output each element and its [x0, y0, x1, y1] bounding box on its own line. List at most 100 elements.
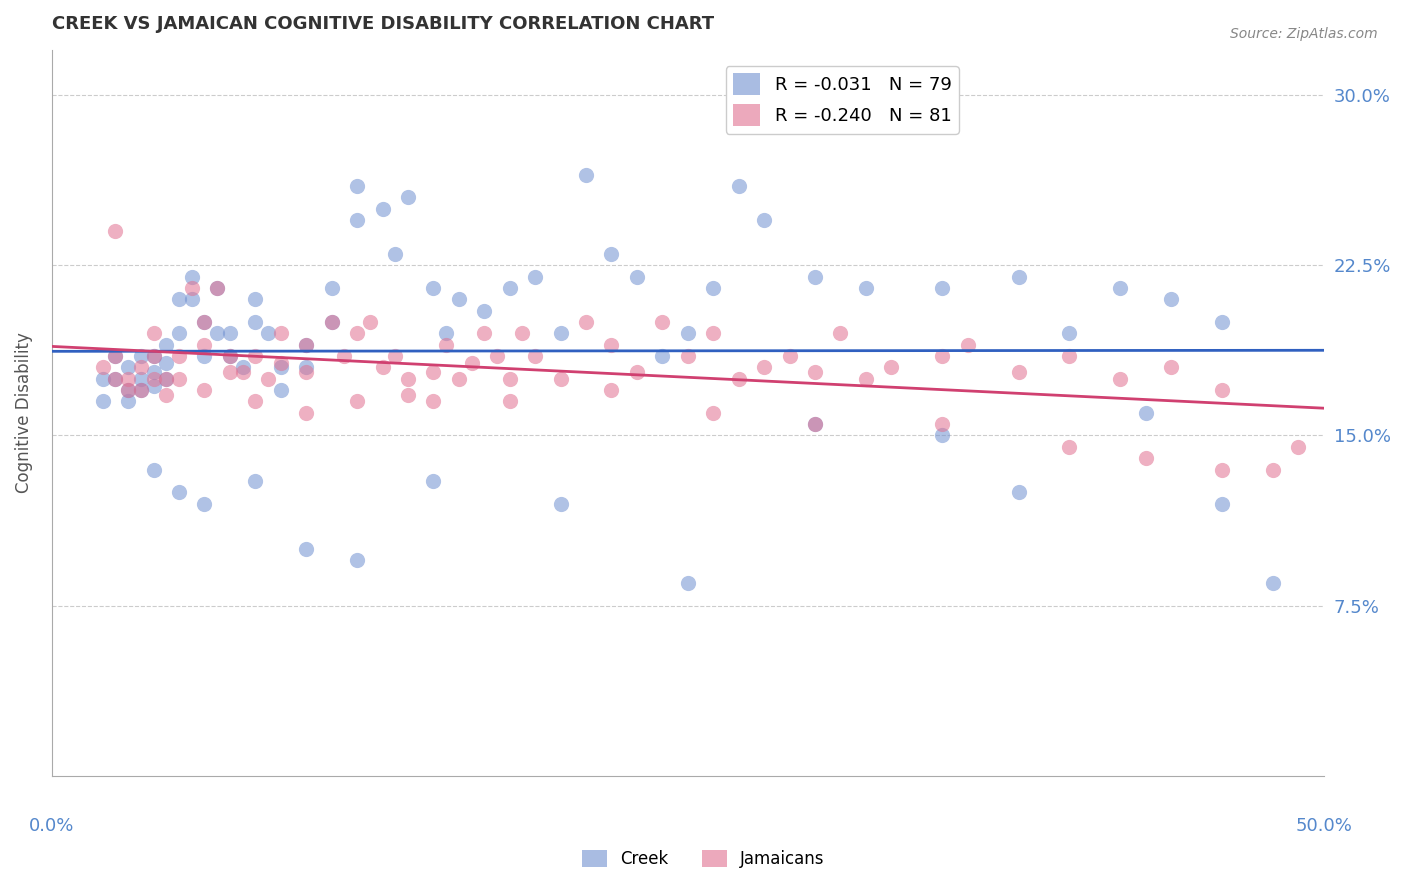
Point [193, 337, 215, 351]
Point [245, 315, 267, 329]
Point [295, 337, 318, 351]
Point [804, 269, 827, 284]
Point [104, 372, 127, 386]
Point [91, 394, 114, 409]
Point [626, 269, 648, 284]
Point [142, 326, 165, 341]
Point [155, 337, 177, 351]
Point [1059, 349, 1081, 363]
Point [422, 281, 444, 295]
Point [167, 293, 190, 307]
Point [167, 349, 190, 363]
Point [346, 178, 368, 193]
Point [422, 474, 444, 488]
Point [956, 337, 979, 351]
Point [1261, 462, 1284, 476]
Point [193, 315, 215, 329]
Point [396, 372, 419, 386]
Point [117, 394, 139, 409]
Point [104, 372, 127, 386]
Point [180, 293, 202, 307]
Point [1211, 462, 1233, 476]
Point [1109, 372, 1132, 386]
Point [626, 365, 648, 379]
Point [295, 365, 318, 379]
Point [205, 326, 228, 341]
Point [167, 372, 190, 386]
Point [600, 337, 623, 351]
Point [524, 269, 547, 284]
Point [257, 372, 280, 386]
Point [117, 360, 139, 375]
Point [1135, 451, 1157, 466]
Point [931, 281, 953, 295]
Point [447, 372, 470, 386]
Point [117, 383, 139, 397]
Point [257, 326, 280, 341]
Point [804, 417, 827, 431]
Point [702, 281, 724, 295]
Point [205, 281, 228, 295]
Point [931, 417, 953, 431]
Point [129, 349, 152, 363]
Point [472, 303, 495, 318]
Point [245, 349, 267, 363]
Point [1211, 497, 1233, 511]
Point [295, 337, 318, 351]
Point [931, 349, 953, 363]
Point [804, 417, 827, 431]
Point [1007, 269, 1029, 284]
Point [321, 281, 343, 295]
Point [499, 372, 522, 386]
Point [855, 281, 877, 295]
Point [396, 387, 419, 401]
Point [499, 394, 522, 409]
Point [167, 326, 190, 341]
Point [155, 372, 177, 386]
Point [346, 394, 368, 409]
Text: CREEK VS JAMAICAN COGNITIVE DISABILITY CORRELATION CHART: CREEK VS JAMAICAN COGNITIVE DISABILITY C… [52, 15, 714, 33]
Point [142, 372, 165, 386]
Point [142, 462, 165, 476]
Point [830, 326, 852, 341]
Point [512, 326, 534, 341]
Point [676, 326, 699, 341]
Point [422, 365, 444, 379]
Point [218, 349, 240, 363]
Point [245, 394, 267, 409]
Point [550, 326, 572, 341]
Point [779, 349, 801, 363]
Point [855, 372, 877, 386]
Point [371, 360, 394, 375]
Point [384, 247, 406, 261]
Point [245, 474, 267, 488]
Point [1288, 440, 1310, 454]
Point [104, 349, 127, 363]
Point [485, 349, 508, 363]
Point [752, 213, 775, 227]
Point [193, 349, 215, 363]
Point [129, 383, 152, 397]
Point [1211, 315, 1233, 329]
Point [384, 349, 406, 363]
Point [142, 365, 165, 379]
Point [346, 213, 368, 227]
Point [1135, 406, 1157, 420]
Point [651, 349, 673, 363]
Point [931, 428, 953, 442]
Point [104, 349, 127, 363]
Point [142, 349, 165, 363]
Point [1160, 360, 1182, 375]
Point [321, 315, 343, 329]
Point [232, 360, 254, 375]
Point [422, 394, 444, 409]
Point [524, 349, 547, 363]
Point [193, 315, 215, 329]
Y-axis label: Cognitive Disability: Cognitive Disability [15, 333, 32, 493]
Point [321, 315, 343, 329]
Point [346, 553, 368, 567]
Point [702, 326, 724, 341]
Text: Source: ZipAtlas.com: Source: ZipAtlas.com [1230, 27, 1378, 41]
Point [727, 372, 749, 386]
Point [129, 360, 152, 375]
